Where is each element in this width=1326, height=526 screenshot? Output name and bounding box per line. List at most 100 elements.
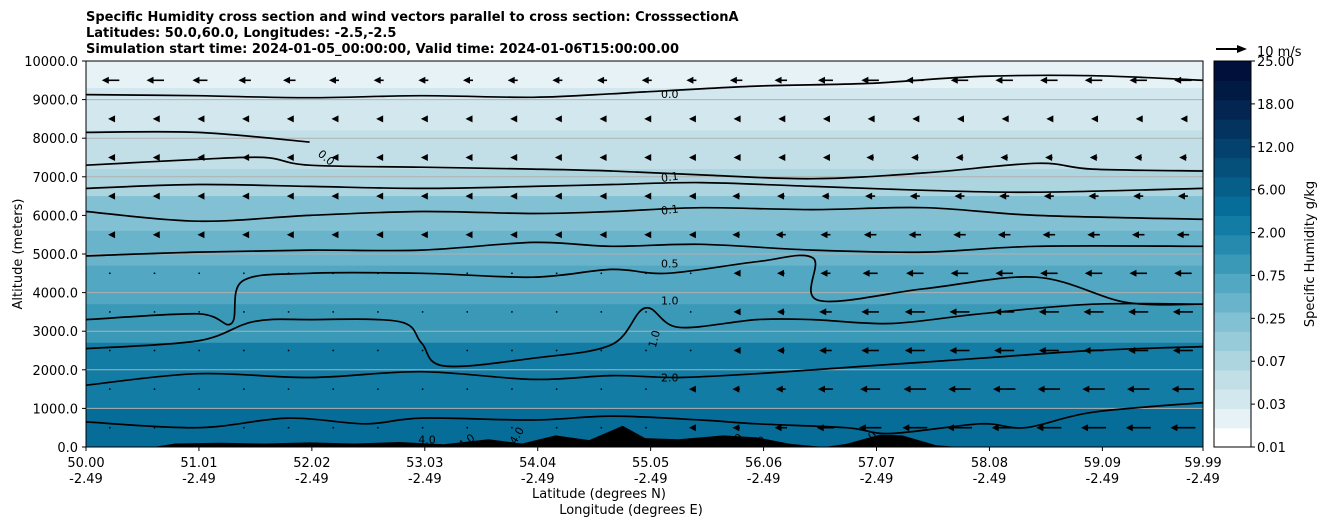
- colorbar-segment: [1214, 331, 1251, 352]
- wind-vector: [819, 347, 832, 354]
- plot-area: 0.00.00.10.10.51.01.02.04.0 4.0 4.0 4.0 4.0 4…: [86, 61, 1203, 447]
- wind-vector: [463, 76, 474, 84]
- wind-vector: [1125, 424, 1151, 432]
- wind-vector: [242, 115, 250, 123]
- wind-vector: [733, 308, 741, 316]
- wind-vector: [1036, 424, 1062, 432]
- colorbar-tick-label: 0.01: [1257, 441, 1286, 456]
- wind-vector: [101, 76, 120, 84]
- wind-vector: [242, 154, 250, 161]
- wind-vector: [858, 424, 882, 432]
- colorbar-segment: [1214, 80, 1251, 101]
- wind-vector: [1174, 76, 1192, 84]
- wind-vector: [152, 192, 160, 200]
- contour-label-4: 0.5: [661, 258, 679, 271]
- terrain-layer: [86, 425, 1203, 447]
- colorbar-segment: [1214, 292, 1251, 313]
- wind-vector: [904, 308, 925, 316]
- wind-vector: [376, 154, 384, 161]
- wind-vector: [909, 192, 920, 200]
- x-tick-label-lat: 53.03: [406, 456, 443, 471]
- wind-vector: [197, 115, 205, 123]
- terrain-silhouette: [86, 425, 1203, 447]
- wind-vector: [686, 76, 697, 84]
- colorbar-segment: [1214, 138, 1251, 159]
- wind-vector: [376, 192, 384, 200]
- contour-a: [86, 74, 1203, 99]
- wind-vector: [817, 76, 833, 84]
- contour-f: [86, 241, 1203, 257]
- wind-vector: [822, 154, 830, 161]
- wind-vector: [688, 154, 696, 161]
- wind-vector: [644, 231, 652, 239]
- wind-vector: [777, 269, 785, 277]
- wind-vector: [861, 76, 879, 84]
- wind-vector: [906, 76, 924, 84]
- wind-vector: [331, 154, 339, 161]
- x-axis-label-longitude: Longitude (degrees E): [559, 503, 703, 518]
- y-axis-label: Altitude (meters): [11, 199, 26, 310]
- wind-vector: [465, 115, 473, 123]
- wind-vector: [1088, 192, 1099, 200]
- wind-vector: [331, 231, 339, 239]
- colorbar-segment: [1214, 311, 1251, 332]
- wind-vector: [733, 269, 741, 277]
- wind-vector: [688, 424, 696, 432]
- contour-i: [86, 345, 1203, 387]
- wind-vector: [1131, 231, 1145, 239]
- contour-label-text: 0.1: [660, 170, 679, 185]
- colorbar-tick-label: 0.25: [1257, 312, 1286, 327]
- wind-vector: [1040, 269, 1058, 277]
- colorbar-segment: [1214, 176, 1251, 197]
- wind-vector: [1084, 76, 1103, 84]
- wind-vector: [1174, 269, 1192, 277]
- wind-vector: [908, 231, 922, 239]
- wind-vector: [1129, 76, 1147, 84]
- wind-vector: [1128, 347, 1149, 354]
- wind-vector: [1038, 308, 1059, 316]
- colorbar-segment: [1214, 389, 1251, 409]
- wind-vector: [949, 347, 970, 354]
- wind-vector: [465, 154, 473, 161]
- wind-vector: [1081, 424, 1107, 432]
- wind-vector: [688, 385, 696, 393]
- x-tick-label-lon: -2.49: [747, 472, 781, 487]
- wind-vector: [152, 154, 160, 161]
- y-tick-label: 4000.0: [33, 287, 79, 302]
- wind-vector: [911, 154, 919, 161]
- wind-vector: [644, 115, 652, 123]
- wind-vector: [1084, 269, 1103, 277]
- y-tick-label: 0.0: [57, 441, 78, 456]
- wind-vector: [906, 269, 924, 277]
- colorbar-segment: [1214, 215, 1251, 236]
- contour-label-text: 0.0: [661, 88, 679, 101]
- wind-vector: [554, 192, 562, 200]
- x-tick-label-lon: -2.49: [1186, 472, 1220, 487]
- colorbar-tick-label: 12.00: [1257, 141, 1294, 156]
- wind-vector: [995, 76, 1013, 84]
- wind-vector: [1083, 347, 1104, 354]
- contour-c: [86, 156, 1203, 180]
- wind-vector: [953, 231, 966, 239]
- wind-vector: [999, 192, 1010, 200]
- title-line-3: Simulation start time: 2024-01-05_00:00:…: [86, 42, 679, 57]
- wind-vector: [286, 115, 294, 123]
- wind-vector: [286, 231, 294, 239]
- wind-vector: [510, 154, 518, 161]
- x-tick-label-lon: -2.49: [1086, 472, 1120, 487]
- wind-vector: [775, 385, 786, 393]
- colorbar-segment: [1214, 254, 1251, 274]
- wind-vector: [331, 115, 339, 123]
- humidity-band-6: [86, 265, 1203, 305]
- wind-vector: [554, 115, 562, 123]
- wind-vector: [861, 347, 879, 354]
- wind-vector: [597, 76, 608, 84]
- wind-vector: [1126, 385, 1150, 393]
- y-tick-label: 5000.0: [33, 248, 79, 263]
- contour-label-text: 0.5: [661, 258, 679, 271]
- contour-h: [86, 302, 1203, 368]
- wind-vector: [997, 231, 1011, 239]
- y-tick-label: 1000.0: [33, 402, 79, 417]
- wind-vector: [775, 231, 786, 239]
